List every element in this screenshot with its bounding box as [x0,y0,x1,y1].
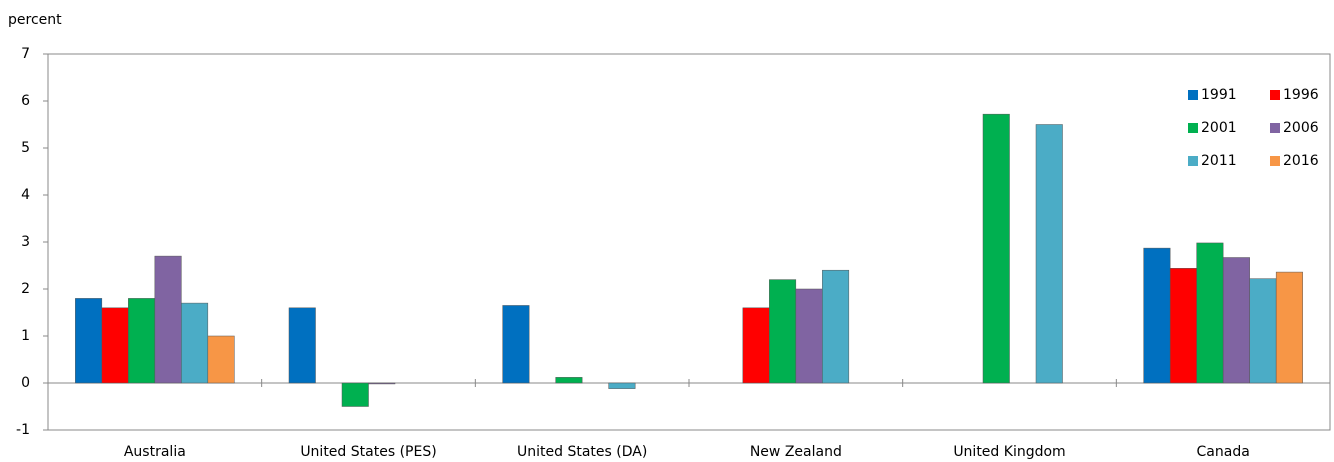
y-tick-label: 0 [21,375,30,391]
bar [742,307,770,384]
y-axis-label: percent [8,12,62,28]
bar [982,113,1010,384]
bar [1222,257,1250,384]
bar [128,298,156,384]
bar [288,307,316,384]
bar [822,269,850,384]
bar [207,335,235,384]
x-tick-label: Canada [1197,444,1250,460]
bar [154,255,182,384]
x-tick-label: United States (DA) [517,444,647,460]
bar [101,307,129,384]
bar [502,305,530,384]
bar [1196,242,1224,384]
legend-swatch [1188,156,1198,166]
y-tick-label: 4 [21,187,30,203]
bar [181,302,209,384]
plot-frame [47,53,1331,431]
bar [555,377,583,384]
y-tick-label: 7 [21,46,30,62]
bar [608,382,636,389]
legend-label: 2001 [1201,120,1237,136]
legend-swatch [1270,156,1280,166]
legend-swatch [1188,90,1198,100]
bar [368,382,396,385]
bar [795,288,823,384]
x-tick-label: United States (PES) [300,444,436,460]
bar [769,279,797,384]
legend-label: 1996 [1283,87,1319,103]
legend-label: 2011 [1201,153,1237,169]
legend-swatch [1270,90,1280,100]
y-tick-label: 1 [21,328,30,344]
bar [1143,247,1171,384]
y-tick-label: 6 [21,93,30,109]
legend-label: 2006 [1283,120,1319,136]
bar [1035,124,1063,384]
y-tick-label: 2 [21,281,30,297]
x-tick-label: United Kingdom [953,444,1065,460]
y-tick-label: -1 [16,422,30,438]
legend-label: 2016 [1283,153,1319,169]
bar [1275,271,1303,384]
bar [75,298,103,384]
y-tick-label: 5 [21,140,30,156]
legend-label: 1991 [1201,87,1237,103]
legend-swatch [1188,123,1198,133]
bar [341,382,369,407]
bar [1249,278,1277,384]
legend-swatch [1270,123,1280,133]
x-tick-label: New Zealand [750,444,842,460]
bar [1169,268,1197,384]
y-tick-label: 3 [21,234,30,250]
x-tick-label: Australia [124,444,186,460]
